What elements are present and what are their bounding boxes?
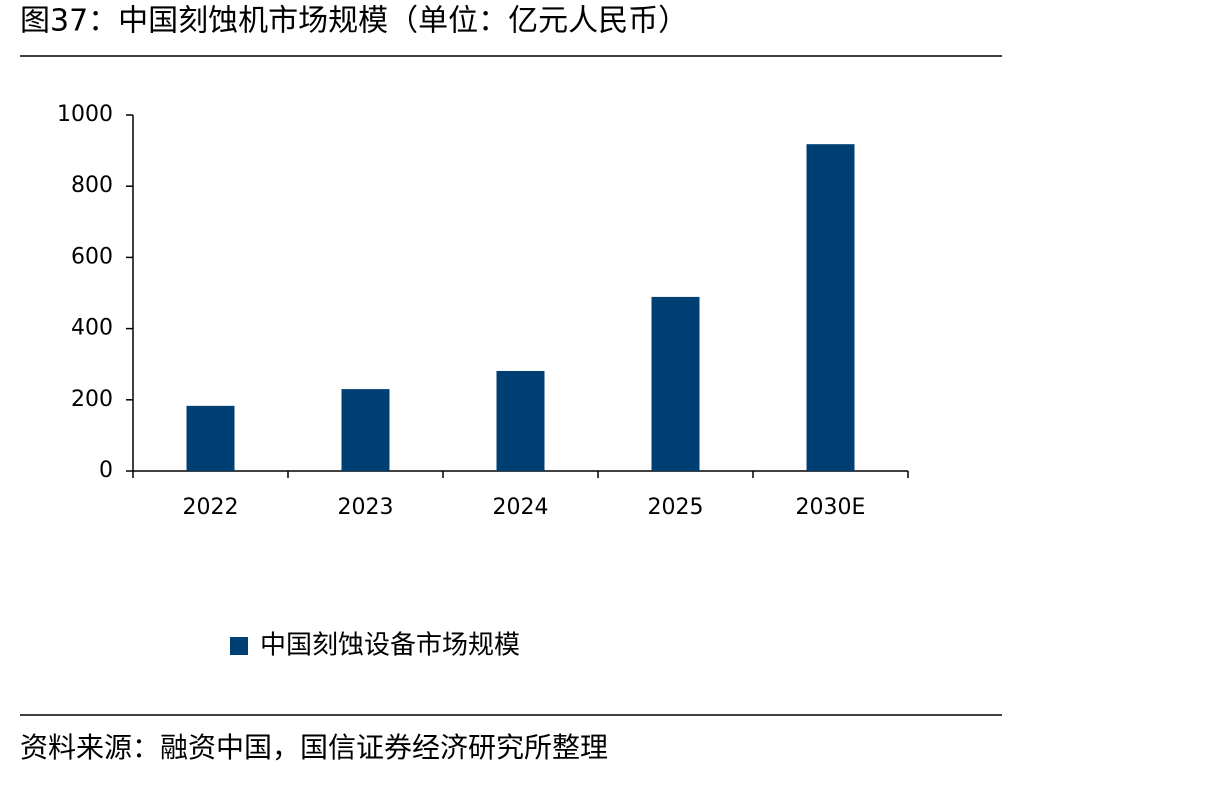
y-tick-label: 0 bbox=[99, 458, 113, 483]
x-tick-label: 2030E bbox=[796, 495, 866, 520]
x-tick-label: 2022 bbox=[183, 495, 239, 520]
x-tick-label: 2024 bbox=[493, 495, 549, 520]
x-tick-label: 2023 bbox=[338, 495, 394, 520]
bar bbox=[806, 144, 855, 471]
y-tick-label: 200 bbox=[71, 387, 113, 412]
x-tick-label: 2025 bbox=[648, 495, 704, 520]
bar bbox=[186, 405, 235, 471]
legend-label: 中国刻蚀设备市场规模 bbox=[260, 631, 520, 661]
bar bbox=[496, 370, 545, 471]
y-tick-label: 400 bbox=[71, 316, 113, 341]
source-note: 资料来源：融资中国，国信证券经济研究所整理 bbox=[20, 731, 608, 764]
bar bbox=[341, 389, 390, 471]
y-tick-label: 600 bbox=[71, 244, 113, 269]
bar bbox=[651, 296, 700, 471]
y-tick-label: 800 bbox=[71, 173, 113, 198]
y-tick-label: 1000 bbox=[57, 102, 113, 127]
legend-swatch bbox=[230, 637, 248, 655]
chart-title: 图37：中国刻蚀机市场规模（单位：亿元人民币） bbox=[20, 4, 688, 39]
